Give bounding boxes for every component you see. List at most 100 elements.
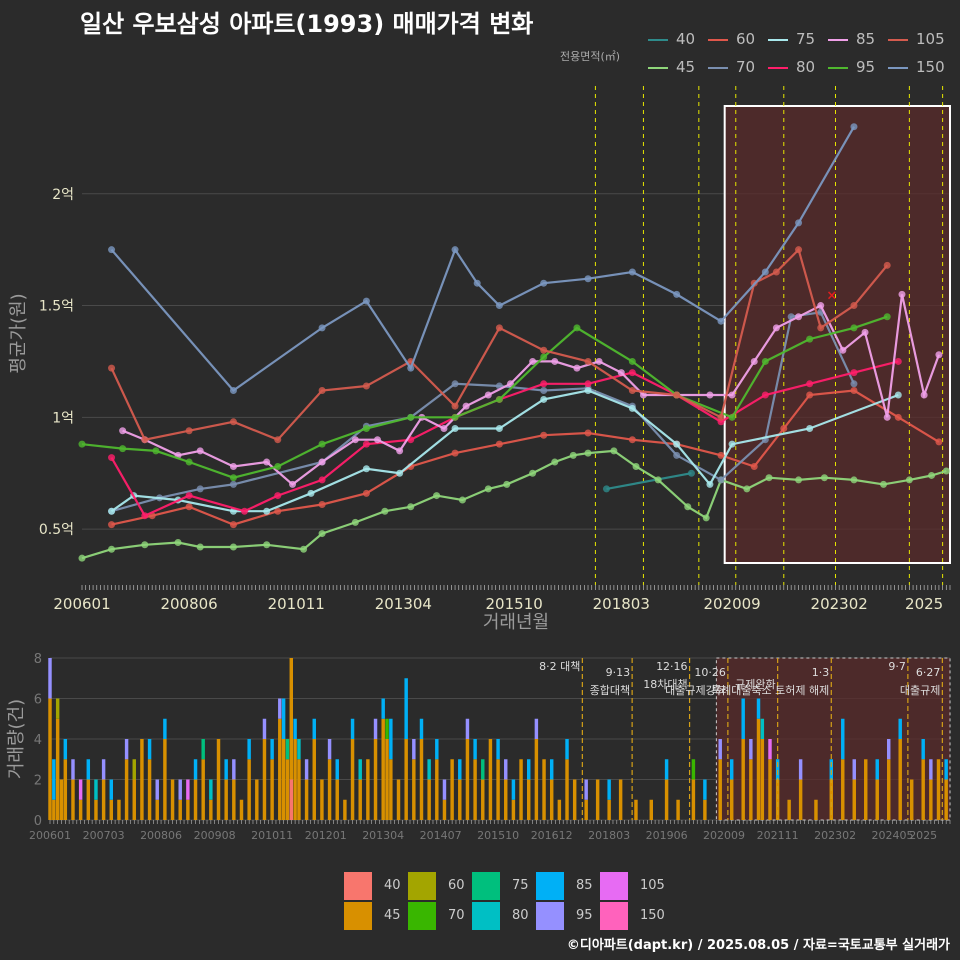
bar-105 xyxy=(186,779,190,800)
bar-45 xyxy=(488,739,493,820)
data-point-105 xyxy=(628,387,636,395)
policy-sublabel: 종합대책 xyxy=(590,684,630,697)
data-point-60 xyxy=(362,489,370,497)
data-point-60 xyxy=(717,451,725,459)
legend-swatch xyxy=(648,38,668,41)
x-tick-label: 201510 xyxy=(486,595,543,613)
bar-45 xyxy=(649,799,653,820)
bar-85 xyxy=(381,698,385,719)
legend-title: 전용면적(㎡) xyxy=(560,50,621,63)
data-point-45 xyxy=(174,539,182,547)
bar-80 xyxy=(760,718,765,739)
data-point-80 xyxy=(108,454,116,462)
bar-85 xyxy=(944,759,948,780)
data-point-85 xyxy=(289,480,297,488)
bar-95 xyxy=(101,759,106,780)
bar-45 xyxy=(59,779,64,820)
x-tick-label: 202302 xyxy=(811,595,868,613)
data-point-75 xyxy=(451,425,459,433)
bar-85 xyxy=(224,759,228,780)
policy-sublabel: 18차대책 xyxy=(643,678,687,691)
bar-95 xyxy=(442,779,447,800)
bar-45 xyxy=(595,779,600,820)
x-tick-label: 202009 xyxy=(703,595,760,613)
data-point-60 xyxy=(806,391,814,399)
bar-legend-label: 95 xyxy=(576,908,593,923)
bar-45 xyxy=(504,779,508,820)
data-point-95 xyxy=(318,440,326,448)
bar-80 xyxy=(209,779,213,800)
legend-label: 40 xyxy=(676,30,696,48)
policy-label: 10·26 xyxy=(694,666,726,679)
bar-45 xyxy=(124,759,129,820)
bar-y-tick-label: 8 xyxy=(34,652,42,667)
legend-label: 45 xyxy=(676,58,696,76)
data-point-60 xyxy=(750,463,758,471)
data-point-60 xyxy=(584,429,592,437)
legend-item-105: 105 xyxy=(888,30,945,50)
data-point-40 xyxy=(602,485,610,493)
bar-95 xyxy=(534,718,539,739)
legend-label: 150 xyxy=(916,58,945,76)
bar-45 xyxy=(71,779,75,820)
y-tick-label: 1.5억 xyxy=(39,299,74,315)
bar-legend-swatch xyxy=(408,872,436,900)
data-point-85 xyxy=(595,357,603,365)
data-point-60 xyxy=(850,387,858,395)
bar-85 xyxy=(458,759,462,780)
policy-sublabel: 규제완화 xyxy=(735,678,775,691)
bar-85 xyxy=(147,739,152,760)
data-point-85 xyxy=(817,302,825,310)
bar-45 xyxy=(358,779,362,820)
bar-x-tick-label: 201803 xyxy=(588,829,630,842)
data-point-105 xyxy=(495,324,503,332)
data-point-85 xyxy=(706,391,714,399)
data-point-95 xyxy=(628,357,636,365)
legend-swatch xyxy=(828,66,848,69)
bar-45 xyxy=(419,739,424,820)
legend-swatch xyxy=(888,38,908,41)
bar-x-tick-label: 202009 xyxy=(703,829,745,842)
data-point-45 xyxy=(78,554,86,562)
bar-45 xyxy=(343,799,347,820)
legend-item-95: 95 xyxy=(828,58,875,78)
bar-95 xyxy=(798,759,803,780)
x-tick-label: 200601 xyxy=(53,595,110,613)
data-point-45 xyxy=(318,530,326,538)
bar-legend-swatch xyxy=(344,872,372,900)
bar-45 xyxy=(909,779,914,820)
data-point-150 xyxy=(540,279,548,287)
bar-45 xyxy=(163,739,167,820)
data-point-80 xyxy=(540,380,548,388)
data-point-75 xyxy=(396,469,404,477)
bar-45 xyxy=(741,739,745,820)
bar-45 xyxy=(929,779,933,820)
policy-label: 1·3 xyxy=(812,666,830,679)
bar-95 xyxy=(412,739,416,760)
data-point-150 xyxy=(318,324,326,332)
bar-45 xyxy=(78,799,83,820)
bar-45 xyxy=(572,779,577,820)
bar-80 xyxy=(94,779,98,800)
data-point-45 xyxy=(351,518,359,526)
bar-45 xyxy=(178,799,182,820)
data-point-45 xyxy=(407,503,415,511)
legend-label: 75 xyxy=(796,30,816,48)
bar-45 xyxy=(936,759,941,820)
data-point-70 xyxy=(451,380,459,388)
bar-x-tick-label: 201407 xyxy=(420,829,462,842)
data-point-85 xyxy=(861,328,869,336)
bar-legend-swatch xyxy=(344,902,372,930)
bar-105 xyxy=(768,739,772,760)
bar-85 xyxy=(270,739,274,760)
legend-label: 105 xyxy=(916,30,945,48)
data-point-60 xyxy=(780,425,788,433)
data-point-80 xyxy=(318,476,326,484)
data-point-85 xyxy=(351,436,359,444)
top-legend: 전용면적(㎡) 40 60 75 85 105 45 70 80 95 150 xyxy=(560,30,960,82)
bar-75 xyxy=(481,759,485,780)
bar-45 xyxy=(320,779,324,820)
policy-label: 12·16 xyxy=(656,660,688,673)
bar-45 xyxy=(201,759,205,820)
bar-45 xyxy=(278,718,282,820)
